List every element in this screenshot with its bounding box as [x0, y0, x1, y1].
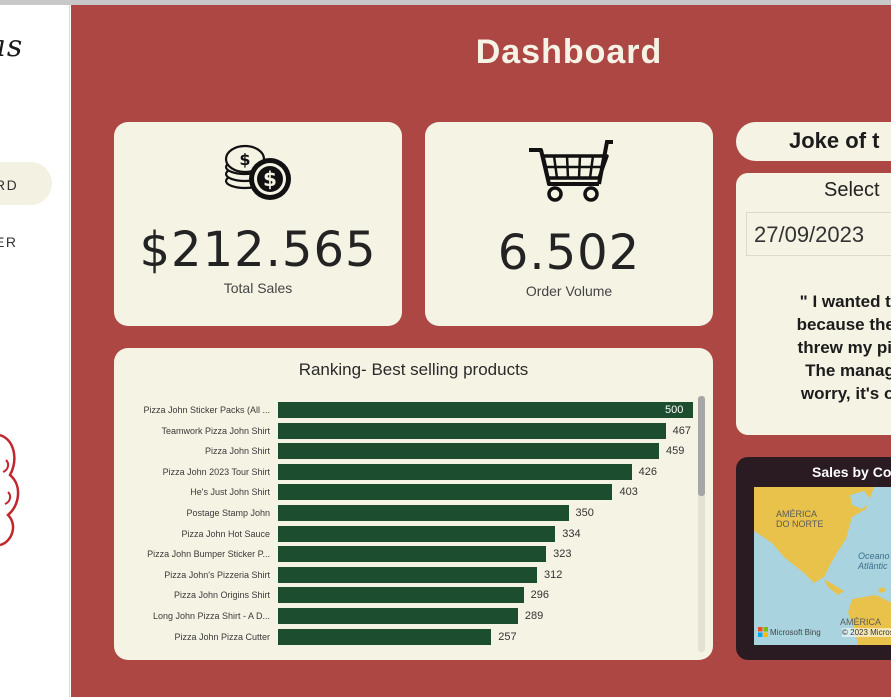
svg-text:$: $	[263, 167, 277, 191]
map-label-line: Oceano	[858, 551, 890, 561]
bar[interactable]	[278, 546, 547, 563]
bar-label: Pizza John Hot Sauce	[181, 528, 270, 539]
bar-value-label: 459	[665, 445, 685, 458]
map-copyright: © 2023 Micros	[842, 628, 891, 637]
bar-row[interactable]: Pizza John Pizza Cutter 257	[114, 627, 713, 648]
nav-item-dashboard-pill[interactable]	[0, 162, 52, 205]
bar-label: Pizza John 2023 Tour Shirt	[162, 466, 270, 477]
bar-label: He's Just John Shirt	[190, 487, 270, 498]
svg-text:$: $	[239, 150, 250, 169]
bar-row[interactable]: He's Just John Shirt 403	[114, 482, 713, 503]
joke-line: worry, it's on t	[800, 384, 891, 403]
bar-row[interactable]: Pizza John Hot Sauce 334	[114, 524, 713, 545]
joke-line: threw my pizza	[797, 338, 891, 357]
bar-row[interactable]: Pizza John's Pizzeria Shirt 312	[114, 565, 713, 586]
bar[interactable]	[278, 608, 518, 624]
joke-line: because the de	[796, 315, 891, 334]
bar-label: Pizza John Sticker Packs (All ...	[143, 405, 270, 415]
bar-value-label: 312	[543, 568, 563, 581]
bar-row[interactable]: Long John Pizza Shirt - A D... 289	[114, 606, 713, 627]
pizza-doodle-icon	[0, 433, 20, 547]
bar-value-label: 334	[562, 527, 581, 540]
date-picker-value: 27/09/2023	[754, 222, 865, 247]
bar[interactable]	[278, 525, 556, 542]
bar-value-label: 257	[498, 630, 517, 643]
microsoft-logo-icon	[758, 627, 768, 637]
bar-row[interactable]: Pizza John 2023 Tour Shirt 426	[114, 462, 713, 483]
joke-heading: Joke of t	[789, 128, 880, 153]
bar-value-label: 500	[665, 404, 684, 416]
order-volume-label: Order Volume	[525, 283, 613, 299]
map-label-north-america: AMÉRICA DO NORTE	[776, 509, 823, 529]
bar-value-label: 350	[575, 507, 594, 519]
bar-label: Pizza John Origins Shirt	[173, 590, 270, 601]
coins-icon: $ $	[224, 144, 291, 200]
map-label-line: DO NORTE	[776, 519, 824, 529]
bar-label: Teamwork Pizza John Shirt	[161, 425, 270, 436]
nav-item-other[interactable]: ER	[0, 234, 18, 250]
bar-label: Postage Stamp John	[186, 508, 270, 518]
map-label-ocean: Oceano Atlântic	[858, 551, 890, 571]
joke-text: " I wanted to g because the de threw my …	[748, 290, 891, 405]
dashboard-canvas: Dashboard $ $ $212.565 Total Sales	[71, 5, 891, 697]
sales-map[interactable]: AMÉRICA DO NORTE Oceano Atlântic AMÉRICA…	[754, 487, 891, 645]
ranking-title: Ranking- Best selling products	[298, 360, 529, 379]
bar-label: Pizza John Shirt	[204, 446, 270, 457]
bar[interactable]	[278, 587, 524, 604]
cart-icon	[529, 140, 613, 202]
date-select-label: Select	[824, 179, 880, 201]
bar-row[interactable]: Pizza John Bumper Sticker P... 323	[114, 544, 713, 565]
bar-row[interactable]: Teamwork Pizza John Shirt 467	[114, 421, 713, 442]
bar[interactable]	[278, 402, 693, 418]
bing-attribution[interactable]: Microsoft Bing	[758, 627, 821, 637]
bar-label: Pizza John Pizza Cutter	[174, 631, 270, 642]
bar-value-label: 467	[672, 424, 691, 437]
joke-card: Select 27/09/2023 " I wanted to g becaus…	[736, 173, 891, 435]
bar[interactable]	[278, 484, 613, 501]
nav-item-dashboard[interactable]: RD	[0, 177, 19, 193]
kpi-card-order-volume[interactable]: 6.502 Order Volume	[425, 122, 713, 326]
bar-label: Pizza John's Pizzeria Shirt	[164, 569, 270, 580]
bar-value-label: 426	[638, 465, 657, 478]
bar-value-label: 403	[619, 486, 638, 499]
window-top-strip	[0, 0, 891, 5]
bing-attribution-text: Microsoft Bing	[770, 628, 821, 637]
bar[interactable]	[278, 566, 537, 583]
bar-value-label: 323	[553, 548, 572, 561]
bar-label: Long John Pizza Shirt - A D...	[152, 611, 270, 621]
ranking-scrollbar[interactable]	[698, 396, 705, 652]
bar-row[interactable]: Pizza John Origins Shirt 296	[114, 585, 713, 606]
bar-row[interactable]: Pizza John Sticker Packs (All ... 500	[114, 400, 713, 421]
kpi-card-total-sales[interactable]: $ $ $212.565 Total Sales	[114, 122, 402, 326]
ranking-chart[interactable]: Ranking- Best selling products Pizza Joh…	[114, 348, 713, 660]
bar-row[interactable]: Pizza John Shirt 459	[114, 441, 713, 462]
joke-line: " I wanted to g	[799, 292, 891, 311]
bar[interactable]	[278, 443, 659, 460]
ranking-scroll-thumb[interactable]	[698, 396, 705, 496]
map-title: Sales by Co	[812, 464, 891, 480]
bar-value-label: 296	[530, 589, 550, 602]
map-label-line: Atlântic	[858, 561, 888, 571]
bar[interactable]	[278, 422, 666, 439]
map-label-line: AMÉRICA	[776, 509, 818, 519]
total-sales-label: Total Sales	[223, 280, 293, 296]
bar-label: Pizza John Bumper Sticker P...	[147, 549, 270, 560]
order-volume-value: 6.502	[497, 225, 641, 281]
brand-logo: as	[0, 29, 24, 64]
joke-header: Joke of t	[736, 122, 891, 161]
page-title: Dashboard	[475, 33, 663, 71]
bar[interactable]	[278, 463, 632, 480]
bar-value-label: 289	[524, 610, 544, 622]
date-picker[interactable]: 27/09/2023	[746, 212, 891, 256]
bar[interactable]	[278, 505, 569, 521]
bar-row[interactable]: Postage Stamp John 350	[114, 503, 713, 524]
joke-line: The manager	[805, 361, 891, 380]
bar[interactable]	[278, 628, 492, 645]
sidebar: as RD ER	[0, 5, 70, 697]
sales-map-card: Sales by Co AMÉRICA DO NORTE Oceano Atlâ…	[736, 457, 891, 660]
total-sales-value: $212.565	[139, 222, 377, 278]
map-label-south-america: AMÉRICA	[840, 617, 882, 627]
